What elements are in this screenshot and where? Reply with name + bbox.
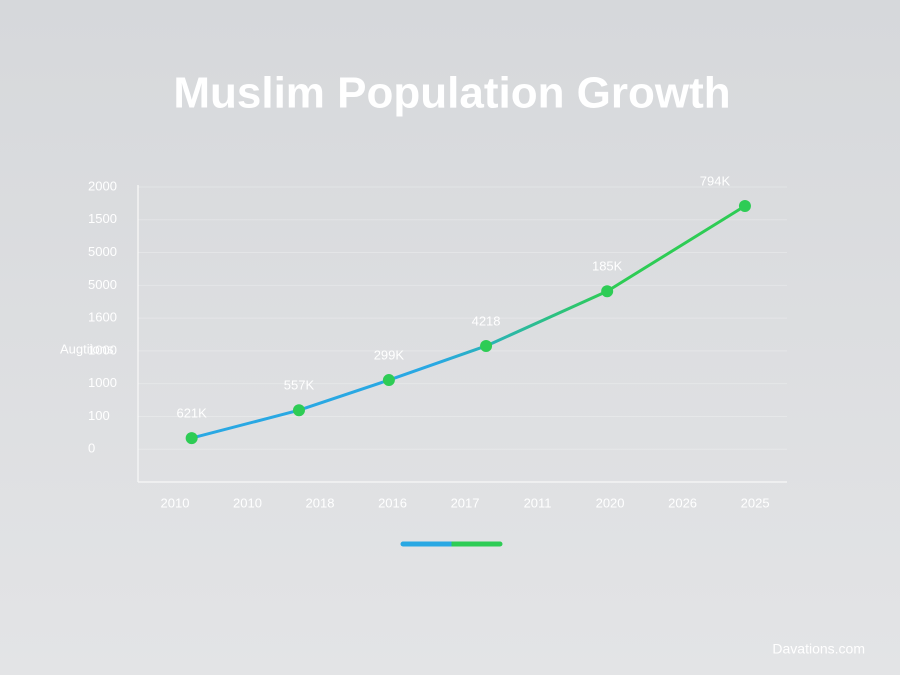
x-tick-label: 2010 [161,495,190,510]
y-tick-label: 5000 [88,277,117,292]
x-tick-label: 2011 [524,495,552,510]
data-point [292,404,305,417]
x-tick-label: 2020 [596,495,625,510]
point-annotation: 557K [284,378,315,393]
point-annotation: 621K [176,406,207,421]
point-annotation: 4218 [472,313,501,328]
y-tick-label: 1500 [88,211,117,226]
y-tick-label: 100 [88,408,110,423]
x-tick-label: 2010 [233,495,262,510]
data-point [480,339,493,352]
point-annotation: 185K [592,259,623,274]
y-tick-label: 1600 [88,310,117,325]
point-annotation: 299K [374,347,405,362]
series-line [191,204,746,440]
watermark: Davations.com [772,641,865,657]
x-tick-label: 2025 [741,495,770,510]
y-tick-label: 2000 [88,178,117,193]
data-point [601,285,614,298]
chart-title: Muslim Population Growth [173,69,730,118]
y-axis-label: Augtiions [60,341,114,356]
y-tick-label: 1000 [88,342,117,357]
x-tick-label: 2018 [306,495,335,510]
data-point [738,200,751,213]
data-point [185,432,198,445]
y-tick-label: 1000 [88,375,117,390]
point-annotation: 794K [700,173,731,188]
y-tick-label: 5000 [88,244,117,259]
x-tick-label: 2026 [668,495,697,510]
x-tick-label: 2016 [378,495,407,510]
data-point [382,374,395,387]
y-tick-label: 0 [88,441,95,456]
x-tick-label: 2017 [451,495,480,510]
